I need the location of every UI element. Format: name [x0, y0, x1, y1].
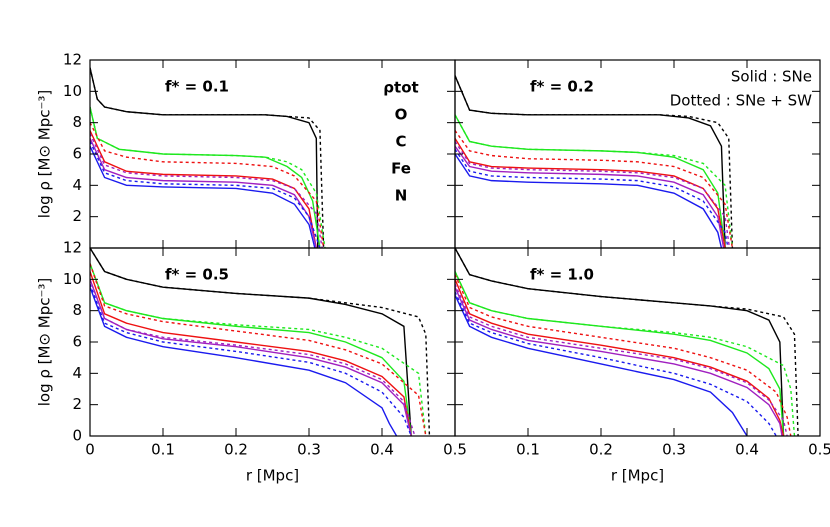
y-tick-label: 2	[72, 395, 82, 413]
y-tick-label: 10	[63, 82, 82, 100]
annotation: Dotted : SNe + SW	[670, 92, 812, 110]
curve	[455, 286, 783, 436]
y-tick-label: 10	[63, 270, 82, 288]
legend-entry: C	[395, 133, 406, 151]
legend-entry: O	[395, 106, 408, 124]
curve	[90, 271, 412, 436]
panel-label: f* = 0.1	[165, 78, 229, 96]
x-tick-label: 0.5	[808, 441, 830, 459]
x-tick-label: 0.1	[516, 441, 540, 459]
curve	[90, 263, 427, 436]
panel-label: f* = 0.2	[530, 78, 594, 96]
annotation: Solid : SNe	[731, 68, 812, 86]
y-tick-label: 4	[72, 364, 82, 382]
panel-label: f* = 0.5	[165, 266, 229, 284]
panel-frame	[454, 59, 821, 249]
curve	[90, 141, 321, 248]
x-tick-label: 0.4	[370, 441, 394, 459]
panel-frame	[454, 247, 821, 437]
curve	[455, 130, 734, 248]
x-tick-label: 0.4	[735, 441, 759, 459]
curve	[90, 122, 325, 248]
x-axis-label: r [Mpc]	[246, 467, 299, 485]
curve	[455, 294, 748, 436]
y-tick-label: 8	[72, 113, 82, 131]
x-tick-label: 0.2	[589, 441, 613, 459]
y-axis-label: log ρ [M⊙ Mpc⁻³]	[36, 90, 54, 219]
curve	[455, 137, 726, 248]
legend-entry: Fe	[391, 160, 411, 178]
y-tick-label: 6	[72, 145, 82, 163]
curve	[455, 283, 788, 436]
legend-entry: N	[395, 187, 408, 205]
curve	[90, 279, 416, 436]
curve	[455, 271, 785, 436]
curve	[455, 248, 785, 436]
curve	[455, 279, 785, 436]
curve	[90, 263, 427, 436]
x-tick-label: 0.3	[662, 441, 686, 459]
y-axis-label: log ρ [M⊙ Mpc⁻³]	[36, 278, 54, 407]
y-tick-label: 0	[72, 427, 82, 445]
legend-entry: ρtot	[383, 79, 418, 97]
panel-label: f* = 1.0	[530, 266, 594, 284]
y-tick-label: 2	[72, 207, 82, 225]
curve	[455, 271, 796, 436]
curve	[455, 153, 723, 248]
y-tick-label: 8	[72, 301, 82, 319]
y-tick-label: 12	[63, 239, 82, 257]
y-tick-label: 12	[63, 51, 82, 69]
curve	[90, 145, 316, 248]
x-tick-label: 0.1	[151, 441, 175, 459]
curve	[455, 114, 734, 248]
curve	[90, 248, 431, 436]
x-tick-label: 0.5	[443, 441, 467, 459]
curve	[455, 274, 792, 436]
curve	[455, 145, 725, 248]
curve	[90, 133, 323, 248]
curve	[90, 263, 412, 436]
x-tick-label: 0.2	[224, 441, 248, 459]
curve	[90, 106, 326, 248]
curve	[90, 279, 412, 436]
y-tick-label: 6	[72, 333, 82, 351]
x-tick-label: 0	[85, 441, 95, 459]
curve	[455, 148, 729, 248]
curve	[455, 141, 731, 248]
curve	[455, 248, 799, 436]
y-tick-label: 4	[72, 176, 82, 194]
x-tick-label: 0.3	[297, 441, 321, 459]
x-axis-label: r [Mpc]	[611, 467, 664, 485]
curve	[90, 67, 325, 248]
curve	[90, 130, 317, 248]
curve	[90, 286, 398, 436]
curve	[90, 248, 412, 436]
curve	[455, 75, 734, 248]
